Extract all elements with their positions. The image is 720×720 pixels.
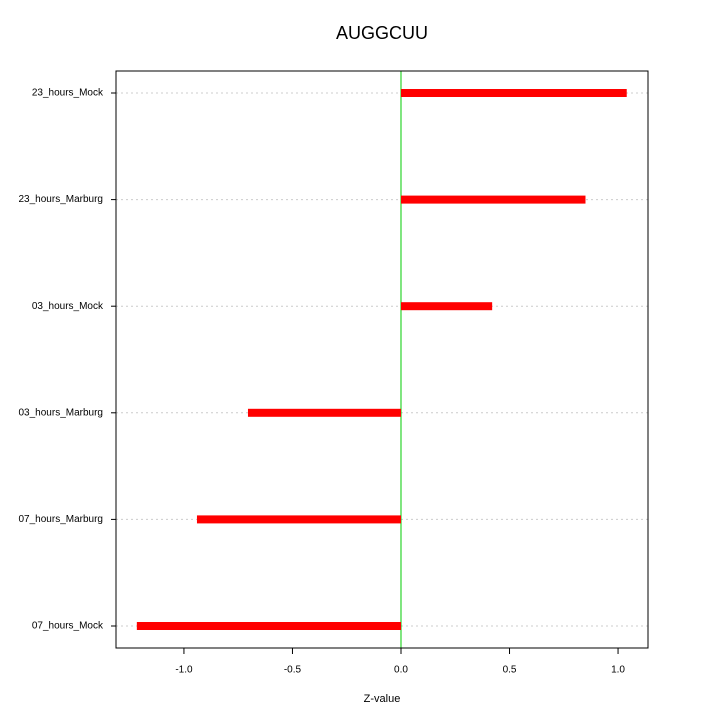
y-tick-label: 07_hours_Mock <box>32 621 104 632</box>
x-tick-label: 0.5 <box>503 665 517 676</box>
x-tick-label: 1.0 <box>611 665 625 676</box>
plot-frame <box>115 70 649 649</box>
y-tick-label: 23_hours_Marburg <box>19 194 104 205</box>
bar <box>196 515 401 524</box>
x-axis-label: Z-value <box>364 693 401 705</box>
y-tick-label: 03_hours_Marburg <box>19 407 104 418</box>
bar <box>247 408 401 417</box>
bar <box>400 89 627 97</box>
x-tick-label: 0.0 <box>394 665 408 676</box>
bar <box>136 622 401 630</box>
y-tick-label: 03_hours_Mock <box>32 301 104 312</box>
x-tick-label: -0.5 <box>284 665 302 676</box>
bar <box>400 195 586 204</box>
chart-title: AUGGCUU <box>336 23 428 43</box>
y-tick-label: 23_hours_Mock <box>32 88 104 99</box>
bar <box>400 302 493 311</box>
x-tick-label: -1.0 <box>175 665 193 676</box>
y-tick-label: 07_hours_Marburg <box>19 514 104 525</box>
